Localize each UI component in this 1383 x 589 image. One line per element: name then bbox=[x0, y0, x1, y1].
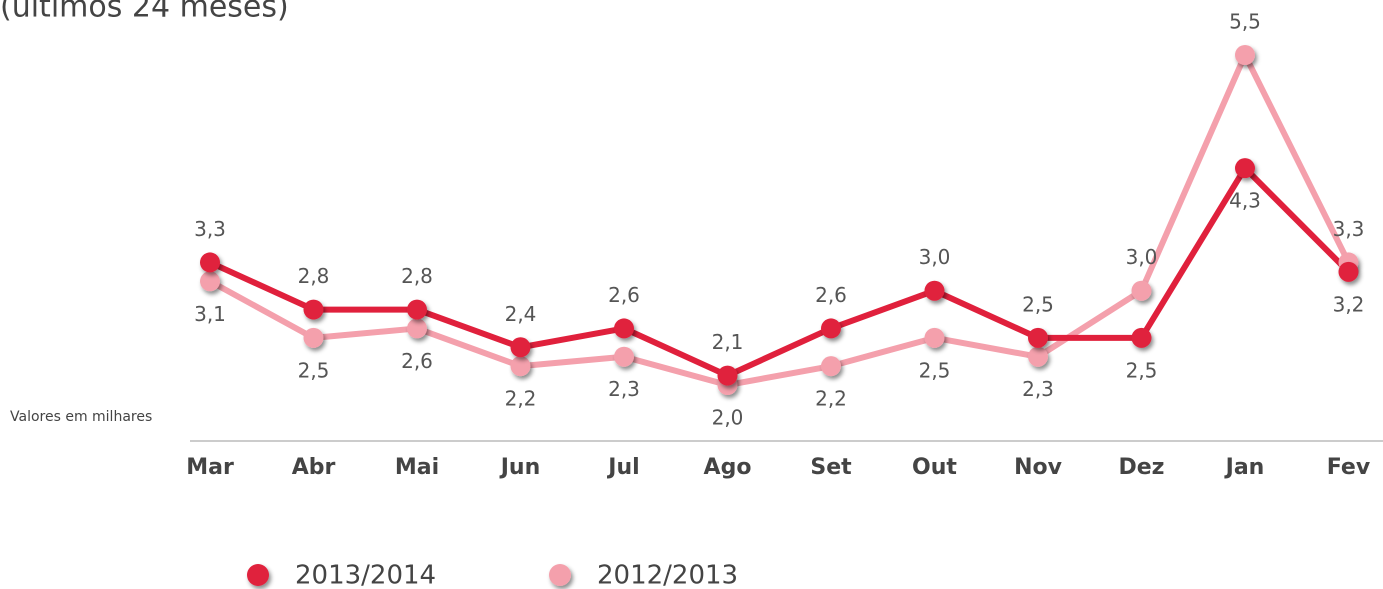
marker bbox=[717, 365, 738, 386]
marker bbox=[924, 327, 945, 348]
x-tick-label: Jul bbox=[606, 455, 639, 480]
chart-subtitle: (últimos 24 meses) bbox=[0, 0, 289, 25]
marker bbox=[821, 318, 841, 339]
value-label: 2,1 bbox=[712, 330, 744, 354]
marker bbox=[614, 318, 634, 339]
value-label: 2,3 bbox=[608, 377, 640, 401]
value-label: 2,5 bbox=[1022, 292, 1054, 316]
value-label: 2,6 bbox=[608, 283, 640, 307]
legend-label: 2012/2013 bbox=[597, 561, 738, 589]
x-tick-label: Fev bbox=[1327, 455, 1371, 480]
marker bbox=[200, 271, 220, 292]
marker bbox=[407, 318, 427, 339]
x-tick-label: Dez bbox=[1119, 455, 1165, 480]
x-tick-label: Abr bbox=[292, 455, 336, 480]
x-tick-label: Nov bbox=[1014, 455, 1063, 480]
marker bbox=[303, 327, 324, 348]
series-line bbox=[208, 52, 1352, 388]
legend-marker bbox=[549, 564, 571, 586]
value-label: 4,3 bbox=[1229, 189, 1261, 213]
marker bbox=[1131, 280, 1152, 301]
value-label: 2,5 bbox=[919, 358, 951, 382]
value-label: 3,3 bbox=[194, 217, 226, 241]
legend-label: 2013/2014 bbox=[295, 561, 436, 589]
value-label: 2,0 bbox=[712, 406, 744, 430]
marker bbox=[1028, 327, 1048, 348]
value-label: 2,4 bbox=[505, 302, 537, 326]
x-tick-label: Jun bbox=[499, 455, 541, 480]
legend-marker bbox=[247, 564, 269, 586]
value-label: 2,5 bbox=[298, 358, 330, 382]
x-tick-label: Jan bbox=[1224, 455, 1265, 480]
value-label: 2,6 bbox=[815, 283, 847, 307]
note: Valores em milhares bbox=[10, 409, 152, 425]
x-tick-label: Ago bbox=[704, 455, 752, 480]
value-label: 3,0 bbox=[919, 245, 951, 269]
marker bbox=[303, 299, 324, 320]
marker bbox=[821, 356, 841, 377]
value-label: 2,3 bbox=[1022, 377, 1054, 401]
marker bbox=[1338, 261, 1359, 282]
value-label: 2,8 bbox=[401, 264, 433, 288]
value-label: 2,2 bbox=[505, 387, 537, 411]
marker bbox=[1028, 346, 1048, 367]
marker bbox=[614, 346, 634, 367]
value-label: 2,2 bbox=[815, 387, 847, 411]
value-label: 3,3 bbox=[1333, 217, 1365, 241]
x-tick-label: Mai bbox=[395, 455, 439, 480]
series-line bbox=[208, 165, 1351, 379]
value-label: 5,5 bbox=[1229, 10, 1261, 34]
marker bbox=[924, 280, 945, 301]
marker bbox=[1131, 327, 1152, 348]
marker bbox=[200, 252, 220, 273]
value-label: 2,8 bbox=[298, 264, 330, 288]
x-tick-label: Set bbox=[810, 455, 852, 480]
marker bbox=[1235, 158, 1255, 179]
marker bbox=[407, 299, 427, 320]
value-label: 2,5 bbox=[1126, 358, 1158, 382]
value-label: 3,2 bbox=[1333, 292, 1365, 316]
value-label: 3,1 bbox=[194, 302, 226, 326]
marker bbox=[510, 337, 531, 358]
value-label: 3,0 bbox=[1126, 245, 1158, 269]
marker bbox=[1235, 45, 1255, 65]
marker bbox=[510, 356, 531, 377]
x-tick-label: Out bbox=[912, 455, 957, 480]
value-label: 2,6 bbox=[401, 349, 433, 373]
x-tick-label: Mar bbox=[186, 455, 234, 480]
